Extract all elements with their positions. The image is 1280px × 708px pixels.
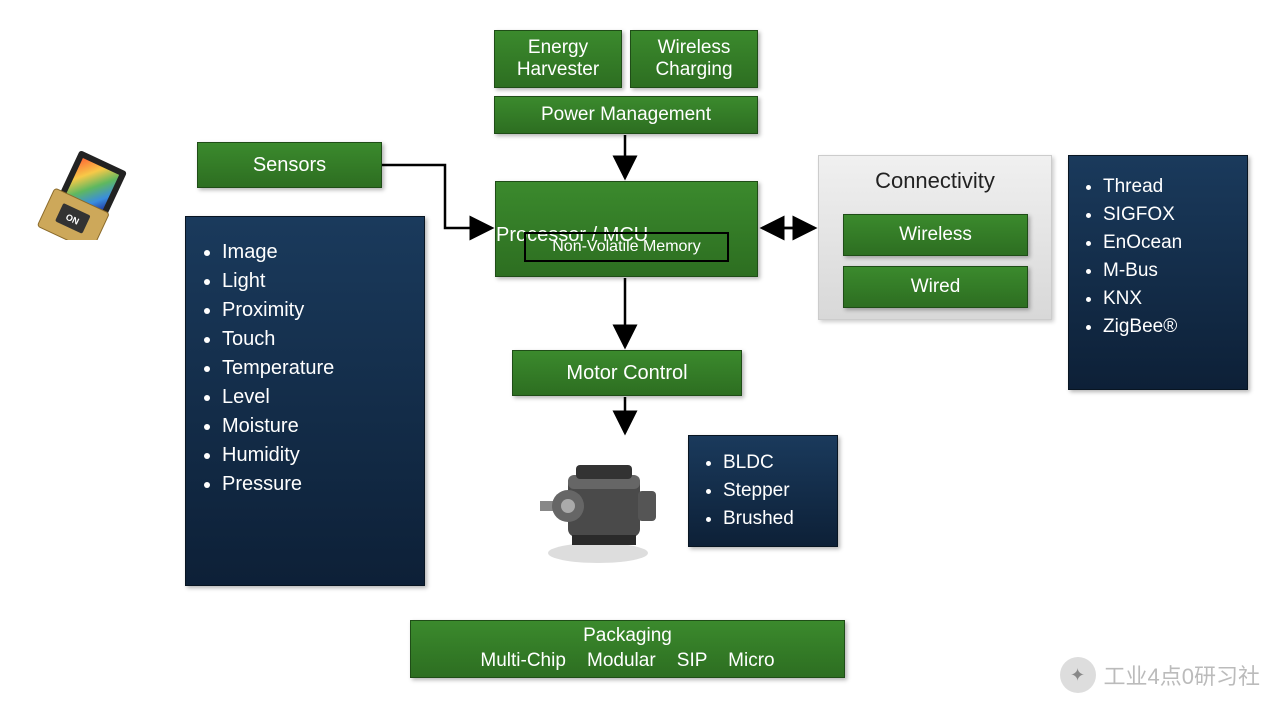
list-item: Pressure: [222, 473, 416, 496]
list-item: Thread: [1103, 176, 1241, 198]
list-item: EnOcean: [1103, 232, 1241, 254]
list-item: Light: [222, 270, 416, 293]
wireless-charging-block: Wireless Charging: [630, 30, 758, 88]
list-item: Stepper: [723, 480, 831, 502]
sensors-block: Sensors: [197, 142, 382, 188]
connectivity-protocols-list: Thread SIGFOX EnOcean M-Bus KNX ZigBee®: [1068, 155, 1248, 390]
list-item: KNX: [1103, 288, 1241, 310]
wechat-icon: ✦: [1060, 657, 1096, 693]
wired-block: Wired: [843, 266, 1028, 308]
motor-control-block: Motor Control: [512, 350, 742, 396]
motor-icon: [520, 435, 670, 575]
list-item: Image: [222, 241, 416, 264]
packaging-block: Packaging Multi-Chip Modular SIP Micro: [410, 620, 845, 678]
list-item: Level: [222, 386, 416, 409]
sensor-types-list: Image Light Proximity Touch Temperature Level…: [185, 216, 425, 586]
list-item: Brushed: [723, 508, 831, 530]
watermark-text: 工业4点0研习社: [1104, 659, 1260, 691]
list-item: M-Bus: [1103, 260, 1241, 282]
watermark: ✦ 工业4点0研习社: [1060, 657, 1260, 693]
packaging-subtitle: Multi-Chip Modular SIP Micro: [480, 649, 774, 674]
sensor-chip-icon: ON: [25, 140, 155, 240]
list-item: Moisture: [222, 415, 416, 438]
power-management-block: Power Management: [494, 96, 758, 134]
list-item: Proximity: [222, 299, 416, 322]
nvm-block: Non-Volatile Memory: [524, 232, 729, 262]
motor-types-list: BLDC Stepper Brushed: [688, 435, 838, 547]
list-item: Temperature: [222, 357, 416, 380]
list-item: ZigBee®: [1103, 316, 1241, 338]
list-item: Touch: [222, 328, 416, 351]
wireless-block: Wireless: [843, 214, 1028, 256]
packaging-title: Packaging: [583, 624, 672, 649]
list-item: SIGFOX: [1103, 204, 1241, 226]
list-item: BLDC: [723, 452, 831, 474]
list-item: Humidity: [222, 444, 416, 467]
energy-harvester-block: Energy Harvester: [494, 30, 622, 88]
connectivity-title: Connectivity: [819, 156, 1051, 194]
processor-block: Processor / MCU: [495, 181, 758, 277]
